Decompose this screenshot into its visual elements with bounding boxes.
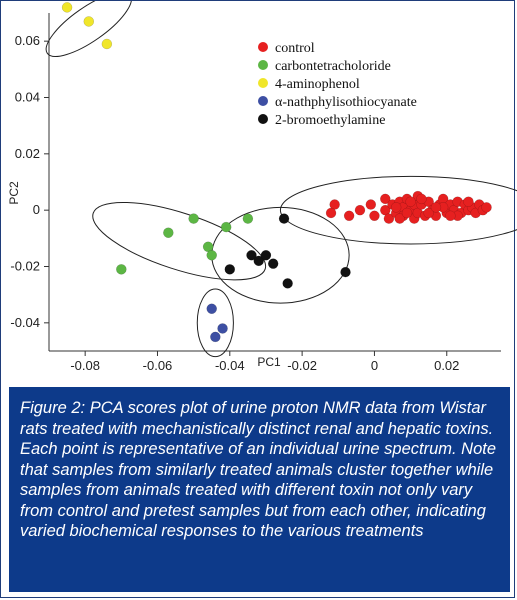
point-carbontetracholoride <box>163 227 174 238</box>
point-control <box>343 210 355 222</box>
point-control <box>325 207 337 219</box>
figure-caption-box: Figure 2: PCA scores plot of urine proto… <box>9 387 510 592</box>
point-2-bromoethylamine <box>267 258 279 269</box>
point-control <box>354 204 366 216</box>
x-tick-label: -0.06 <box>143 358 173 373</box>
point-2-bromoethylamine <box>282 278 293 289</box>
cluster-ellipse <box>279 175 517 245</box>
y-tick-label: 0.06 <box>15 33 40 48</box>
y-tick-label: 0 <box>33 202 40 217</box>
legend-marker-carbontetracholoride <box>258 60 268 70</box>
point-2-bromoethylamine <box>253 255 264 267</box>
point-control <box>401 207 413 219</box>
point-carbontetracholoride <box>206 249 217 261</box>
y-tick-label: 0.02 <box>15 146 40 161</box>
legend-marker-2-bromoethylamine <box>258 114 268 124</box>
point-control <box>405 196 416 207</box>
point-control <box>423 207 434 219</box>
legend-label-carbontetracholoride: carbontetracholoride <box>275 59 391 74</box>
figure-caption: Figure 2: PCA scores plot of urine proto… <box>20 399 497 540</box>
pca-scores-plot: -0.08 -0.06 -0.04 -0.02 0 0.02 0.06 0.04 0.02 0 -0… <box>7 1 517 373</box>
point-control <box>463 196 474 207</box>
point-2-bromoethylamine <box>246 249 257 261</box>
point-control <box>416 193 427 205</box>
x-axis-label: PC1 <box>257 355 281 369</box>
point-2-bromoethylamine <box>260 249 272 261</box>
legend-label-control: control <box>275 41 315 56</box>
point-carbontetracholoride <box>242 213 254 224</box>
point-2-bromoethylamine <box>340 266 351 278</box>
legend-marker-4-aminophenol <box>258 78 268 88</box>
x-tick-label: -0.04 <box>215 358 245 373</box>
point-nathphylisothiocyanate <box>210 331 221 343</box>
cluster-ellipse <box>196 288 234 358</box>
legend-marker-nathphylisothiocyanate <box>258 96 268 106</box>
y-tick-label: -0.04 <box>10 315 40 330</box>
point-control <box>445 210 456 222</box>
x-tick-label: 0 <box>371 358 378 373</box>
x-tick-label: -0.02 <box>287 358 317 373</box>
point-control <box>394 213 406 224</box>
cluster-ellipse <box>92 201 267 281</box>
x-tick-label: -0.08 <box>70 358 100 373</box>
legend-label-2-bromoethylamine: 2-bromoethylamine <box>275 113 385 128</box>
legend-marker-control <box>258 42 268 52</box>
point-4-aminophenol <box>61 2 73 13</box>
legend-label-4-aminophenol: 4-aminophenol <box>275 77 360 92</box>
point-nathphylisothiocyanate <box>206 303 217 314</box>
point-4-aminophenol <box>101 38 113 50</box>
point-nathphylisothiocyanate <box>217 323 228 334</box>
cluster-ellipse <box>45 1 132 57</box>
point-control <box>365 199 377 210</box>
point-control <box>369 210 380 222</box>
y-tick-label: 0.04 <box>15 90 40 105</box>
y-axis-label: PC2 <box>7 181 21 205</box>
point-control <box>481 202 492 213</box>
point-2-bromoethylamine <box>224 264 236 275</box>
point-carbontetracholoride <box>188 213 199 224</box>
point-control <box>430 202 442 213</box>
point-carbontetracholoride <box>220 221 232 233</box>
point-carbontetracholoride <box>116 264 127 275</box>
x-tick-label: 0.02 <box>434 358 459 373</box>
point-control <box>380 193 391 205</box>
legend-label-nathphylisothiocyanate: α-nathphylisothiocyanate <box>275 95 417 110</box>
point-control <box>383 213 395 224</box>
point-4-aminophenol <box>83 16 95 27</box>
y-tick-label: -0.02 <box>10 259 40 274</box>
point-control <box>390 202 402 213</box>
point-2-bromoethylamine <box>278 213 290 224</box>
